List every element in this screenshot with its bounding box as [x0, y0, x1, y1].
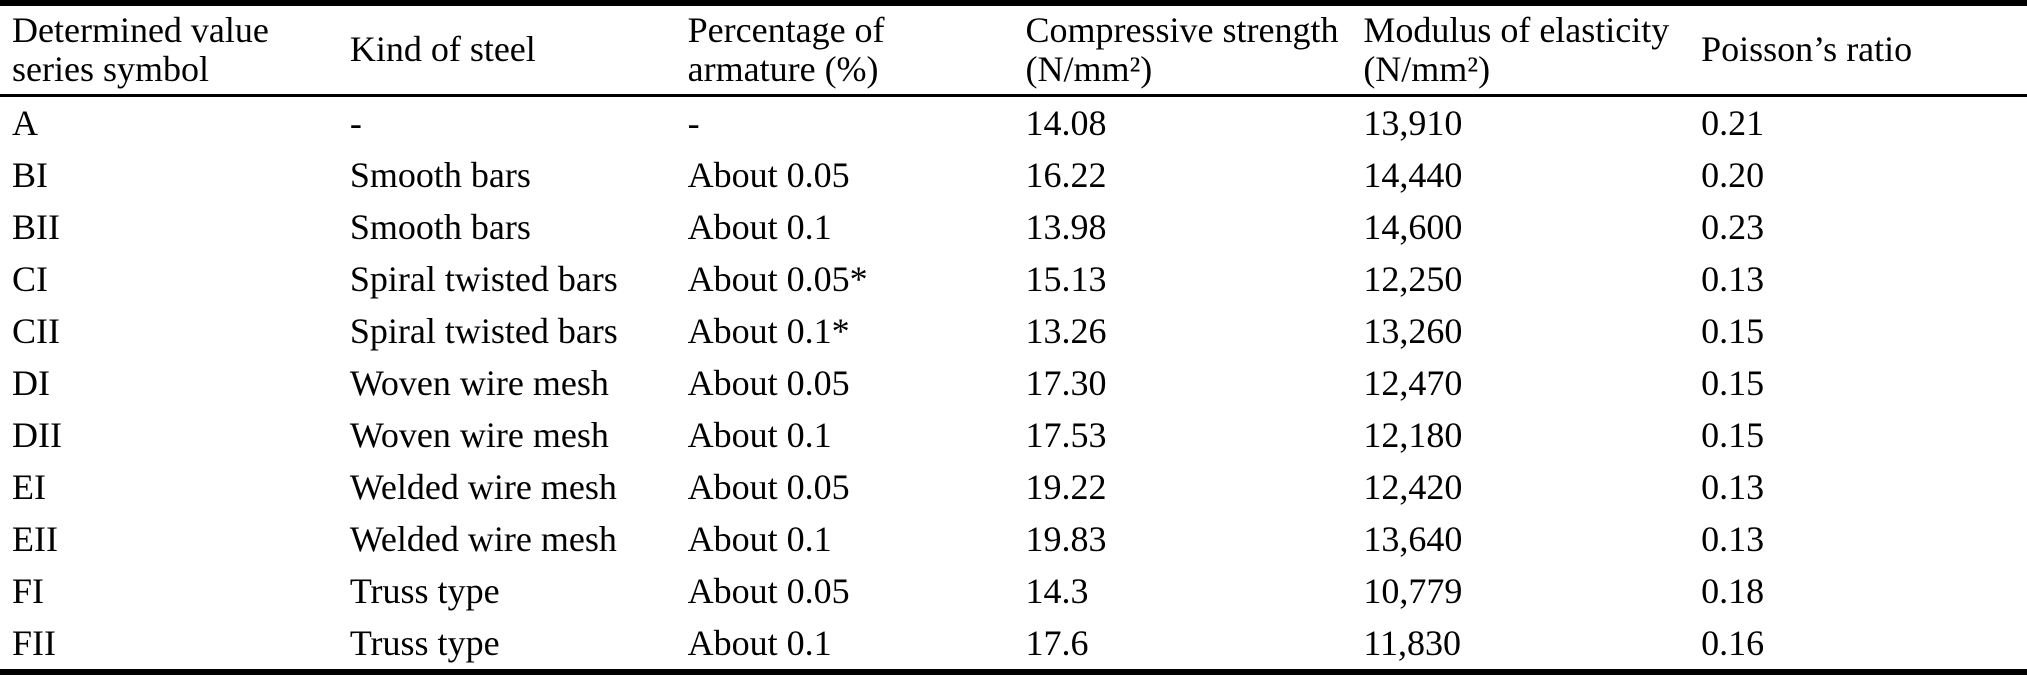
modulus-of-elasticity-cell: 14,440 — [1363, 154, 1463, 195]
column-header-series-symbol: Determined value series symbol — [0, 3, 338, 97]
armature-percentage-cell: About 0.1* — [687, 310, 850, 351]
modulus-of-elasticity-cell: 12,180 — [1363, 414, 1463, 455]
table-row: BII Smooth bars About 0.1 13.98 14,600 0… — [0, 201, 2027, 253]
poissons-ratio-cell: 0.13 — [1701, 258, 1765, 299]
kind-of-steel-cell: Spiral twisted bars — [349, 310, 618, 351]
kind-of-steel-cell: Smooth bars — [349, 206, 531, 247]
kind-of-steel-cell: Truss type — [349, 622, 500, 663]
compressive-strength-cell: 17.30 — [1025, 362, 1107, 403]
kind-of-steel-cell: Woven wire mesh — [349, 362, 609, 403]
compressive-strength-cell: 15.13 — [1025, 258, 1107, 299]
kind-of-steel-cell: Spiral twisted bars — [349, 258, 618, 299]
armature-percentage-cell: About 0.05 — [687, 362, 850, 403]
header-row: Determined value series symbol Kind of s… — [0, 3, 2027, 97]
armature-percentage-cell: About 0.1 — [687, 622, 832, 663]
series-symbol-cell: BII — [12, 206, 60, 247]
poissons-ratio-cell: 0.20 — [1701, 154, 1765, 195]
armature-percentage-cell: About 0.1 — [687, 518, 832, 559]
table-header: Determined value series symbol Kind of s… — [0, 3, 2027, 97]
armature-percentage-cell: About 0.1 — [687, 206, 832, 247]
poissons-ratio-cell: 0.13 — [1701, 466, 1765, 507]
table-row: DI Woven wire mesh About 0.05 17.30 12,4… — [0, 357, 2027, 409]
modulus-of-elasticity-cell: 11,830 — [1363, 622, 1461, 663]
table-row: DII Woven wire mesh About 0.1 17.53 12,1… — [0, 409, 2027, 461]
modulus-of-elasticity-cell: 12,420 — [1363, 466, 1463, 507]
series-symbol-cell: FI — [12, 570, 45, 611]
compressive-strength-cell: 17.6 — [1025, 622, 1089, 663]
modulus-of-elasticity-cell: 10,779 — [1363, 570, 1463, 611]
column-header-kind-of-steel: Kind of steel — [337, 3, 676, 97]
table-row: CI Spiral twisted bars About 0.05* 15.13… — [0, 253, 2027, 305]
modulus-of-elasticity-cell: 13,640 — [1363, 518, 1463, 559]
compressive-strength-cell: 19.22 — [1025, 466, 1107, 507]
compressive-strength-cell: 19.83 — [1025, 518, 1107, 559]
column-header-modulus-of-elasticity: Modulus of elasticity (N/mm²) — [1351, 3, 1690, 97]
poissons-ratio-cell: 0.16 — [1701, 622, 1765, 663]
compressive-strength-cell: 14.3 — [1025, 570, 1089, 611]
table-row: FI Truss type About 0.05 14.3 10,779 0.1… — [0, 565, 2027, 617]
armature-percentage-cell: About 0.05* — [687, 258, 868, 299]
table-row: EI Welded wire mesh About 0.05 19.22 12,… — [0, 461, 2027, 513]
armature-percentage-cell: About 0.1 — [687, 414, 832, 455]
series-symbol-cell: CI — [12, 258, 48, 299]
kind-of-steel-cell: Woven wire mesh — [349, 414, 609, 455]
table-row: FII Truss type About 0.1 17.6 11,830 0.1… — [0, 617, 2027, 672]
poissons-ratio-cell: 0.13 — [1701, 518, 1765, 559]
series-symbol-cell: CII — [12, 310, 60, 351]
table-body: A - - 14.08 13,910 0.21 BI Smooth bars A… — [0, 95, 2027, 672]
column-header-poissons-ratio: Poisson’s ratio — [1689, 3, 2027, 97]
column-header-compressive-strength: Compressive strength (N/mm²) — [1013, 3, 1352, 97]
series-symbol-cell: EII — [12, 518, 58, 559]
kind-of-steel-cell: Truss type — [349, 570, 500, 611]
series-symbol-cell: FII — [12, 622, 56, 663]
table-row: A - - 14.08 13,910 0.21 — [0, 95, 2027, 149]
compressive-strength-cell: 13.98 — [1025, 206, 1107, 247]
modulus-of-elasticity-cell: 13,260 — [1363, 310, 1463, 351]
compressive-strength-cell: 17.53 — [1025, 414, 1107, 455]
series-symbol-cell: DII — [12, 414, 62, 455]
kind-of-steel-cell: Smooth bars — [349, 154, 531, 195]
modulus-of-elasticity-cell: 12,470 — [1363, 362, 1463, 403]
armature-percentage-cell: - — [687, 102, 700, 143]
armature-percentage-cell: About 0.05 — [687, 570, 850, 611]
kind-of-steel-cell: Welded wire mesh — [349, 518, 617, 559]
series-symbol-cell: DI — [12, 362, 50, 403]
modulus-of-elasticity-cell: 13,910 — [1363, 102, 1463, 143]
series-symbol-cell: EI — [12, 466, 46, 507]
poissons-ratio-cell: 0.15 — [1701, 362, 1765, 403]
table-row: BI Smooth bars About 0.05 16.22 14,440 0… — [0, 149, 2027, 201]
poissons-ratio-cell: 0.15 — [1701, 414, 1765, 455]
poissons-ratio-cell: 0.15 — [1701, 310, 1765, 351]
series-symbol-cell: BI — [12, 154, 48, 195]
column-header-armature-percentage: Percentage of armature (%) — [675, 3, 1014, 97]
table-row: EII Welded wire mesh About 0.1 19.83 13,… — [0, 513, 2027, 565]
modulus-of-elasticity-cell: 12,250 — [1363, 258, 1463, 299]
kind-of-steel-cell: Welded wire mesh — [349, 466, 617, 507]
table-row: CII Spiral twisted bars About 0.1* 13.26… — [0, 305, 2027, 357]
armature-percentage-cell: About 0.05 — [687, 466, 850, 507]
modulus-of-elasticity-cell: 14,600 — [1363, 206, 1463, 247]
poissons-ratio-cell: 0.18 — [1701, 570, 1765, 611]
compressive-strength-cell: 13.26 — [1025, 310, 1107, 351]
armature-percentage-cell: About 0.05 — [687, 154, 850, 195]
compressive-strength-cell: 16.22 — [1025, 154, 1107, 195]
poissons-ratio-cell: 0.23 — [1701, 206, 1765, 247]
kind-of-steel-cell: - — [349, 102, 362, 143]
compressive-strength-cell: 14.08 — [1025, 102, 1107, 143]
poissons-ratio-cell: 0.21 — [1701, 102, 1765, 143]
series-symbol-cell: A — [12, 102, 38, 143]
